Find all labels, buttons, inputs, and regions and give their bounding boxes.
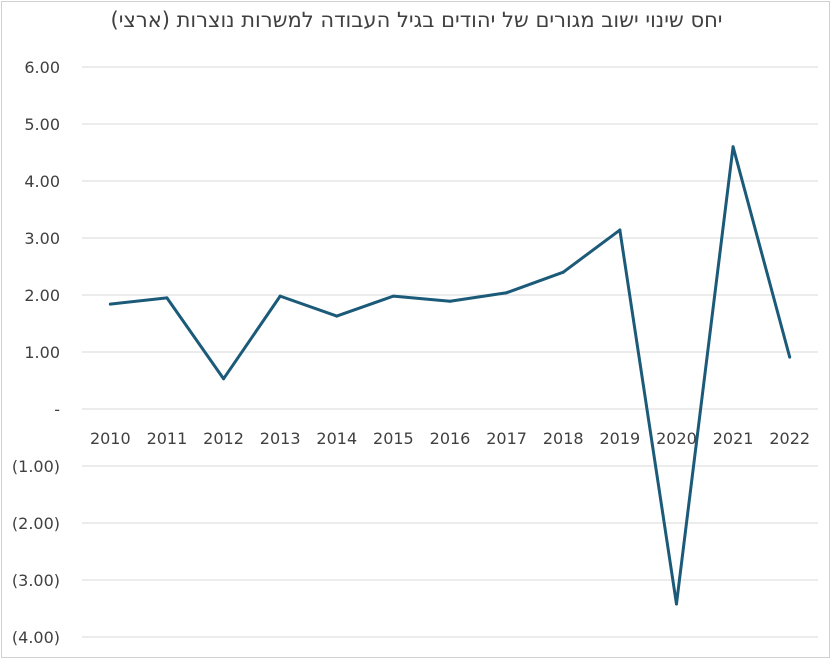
x-tick-label: 2018 [543,429,584,448]
data-point [674,602,678,606]
chart-title: יחס שינוי ישוב מגורים של יהודים בגיל העב… [110,8,723,32]
data-point [618,228,622,232]
data-point [165,296,169,300]
data-point [505,291,509,295]
x-tick-label: 2014 [316,429,357,448]
y-tick-label: 2.00 [24,286,60,305]
data-point [731,145,735,149]
y-tick-label: 1.00 [24,343,60,362]
y-tick-label: (4.00) [12,628,60,647]
x-tick-label: 2021 [713,429,754,448]
series-line [110,145,792,606]
data-point [278,294,282,298]
data-point [788,355,792,359]
x-tick-label: 2013 [260,429,301,448]
x-tick-label: 2019 [599,429,640,448]
x-tick-label: 2011 [147,429,188,448]
y-tick-label: 6.00 [24,58,60,77]
x-tick-label: 2015 [373,429,414,448]
data-point [391,294,395,298]
x-tick-label: 2022 [769,429,810,448]
y-tick-label: (3.00) [12,571,60,590]
y-tick-label: 3.00 [24,229,60,248]
y-tick-label: 4.00 [24,172,60,191]
x-tick-label: 2020 [656,429,697,448]
x-tick-label: 2010 [90,429,131,448]
y-tick-label: - [54,400,60,419]
y-tick-label: (2.00) [12,514,60,533]
x-tick-label: 2016 [430,429,471,448]
data-point [335,314,339,318]
data-point [108,302,112,306]
data-point [448,299,452,303]
data-point [222,377,226,381]
data-point [561,270,565,274]
y-tick-label: 5.00 [24,115,60,134]
x-tick-label: 2012 [203,429,244,448]
y-tick-label: (1.00) [12,457,60,476]
x-tick-label: 2017 [486,429,527,448]
